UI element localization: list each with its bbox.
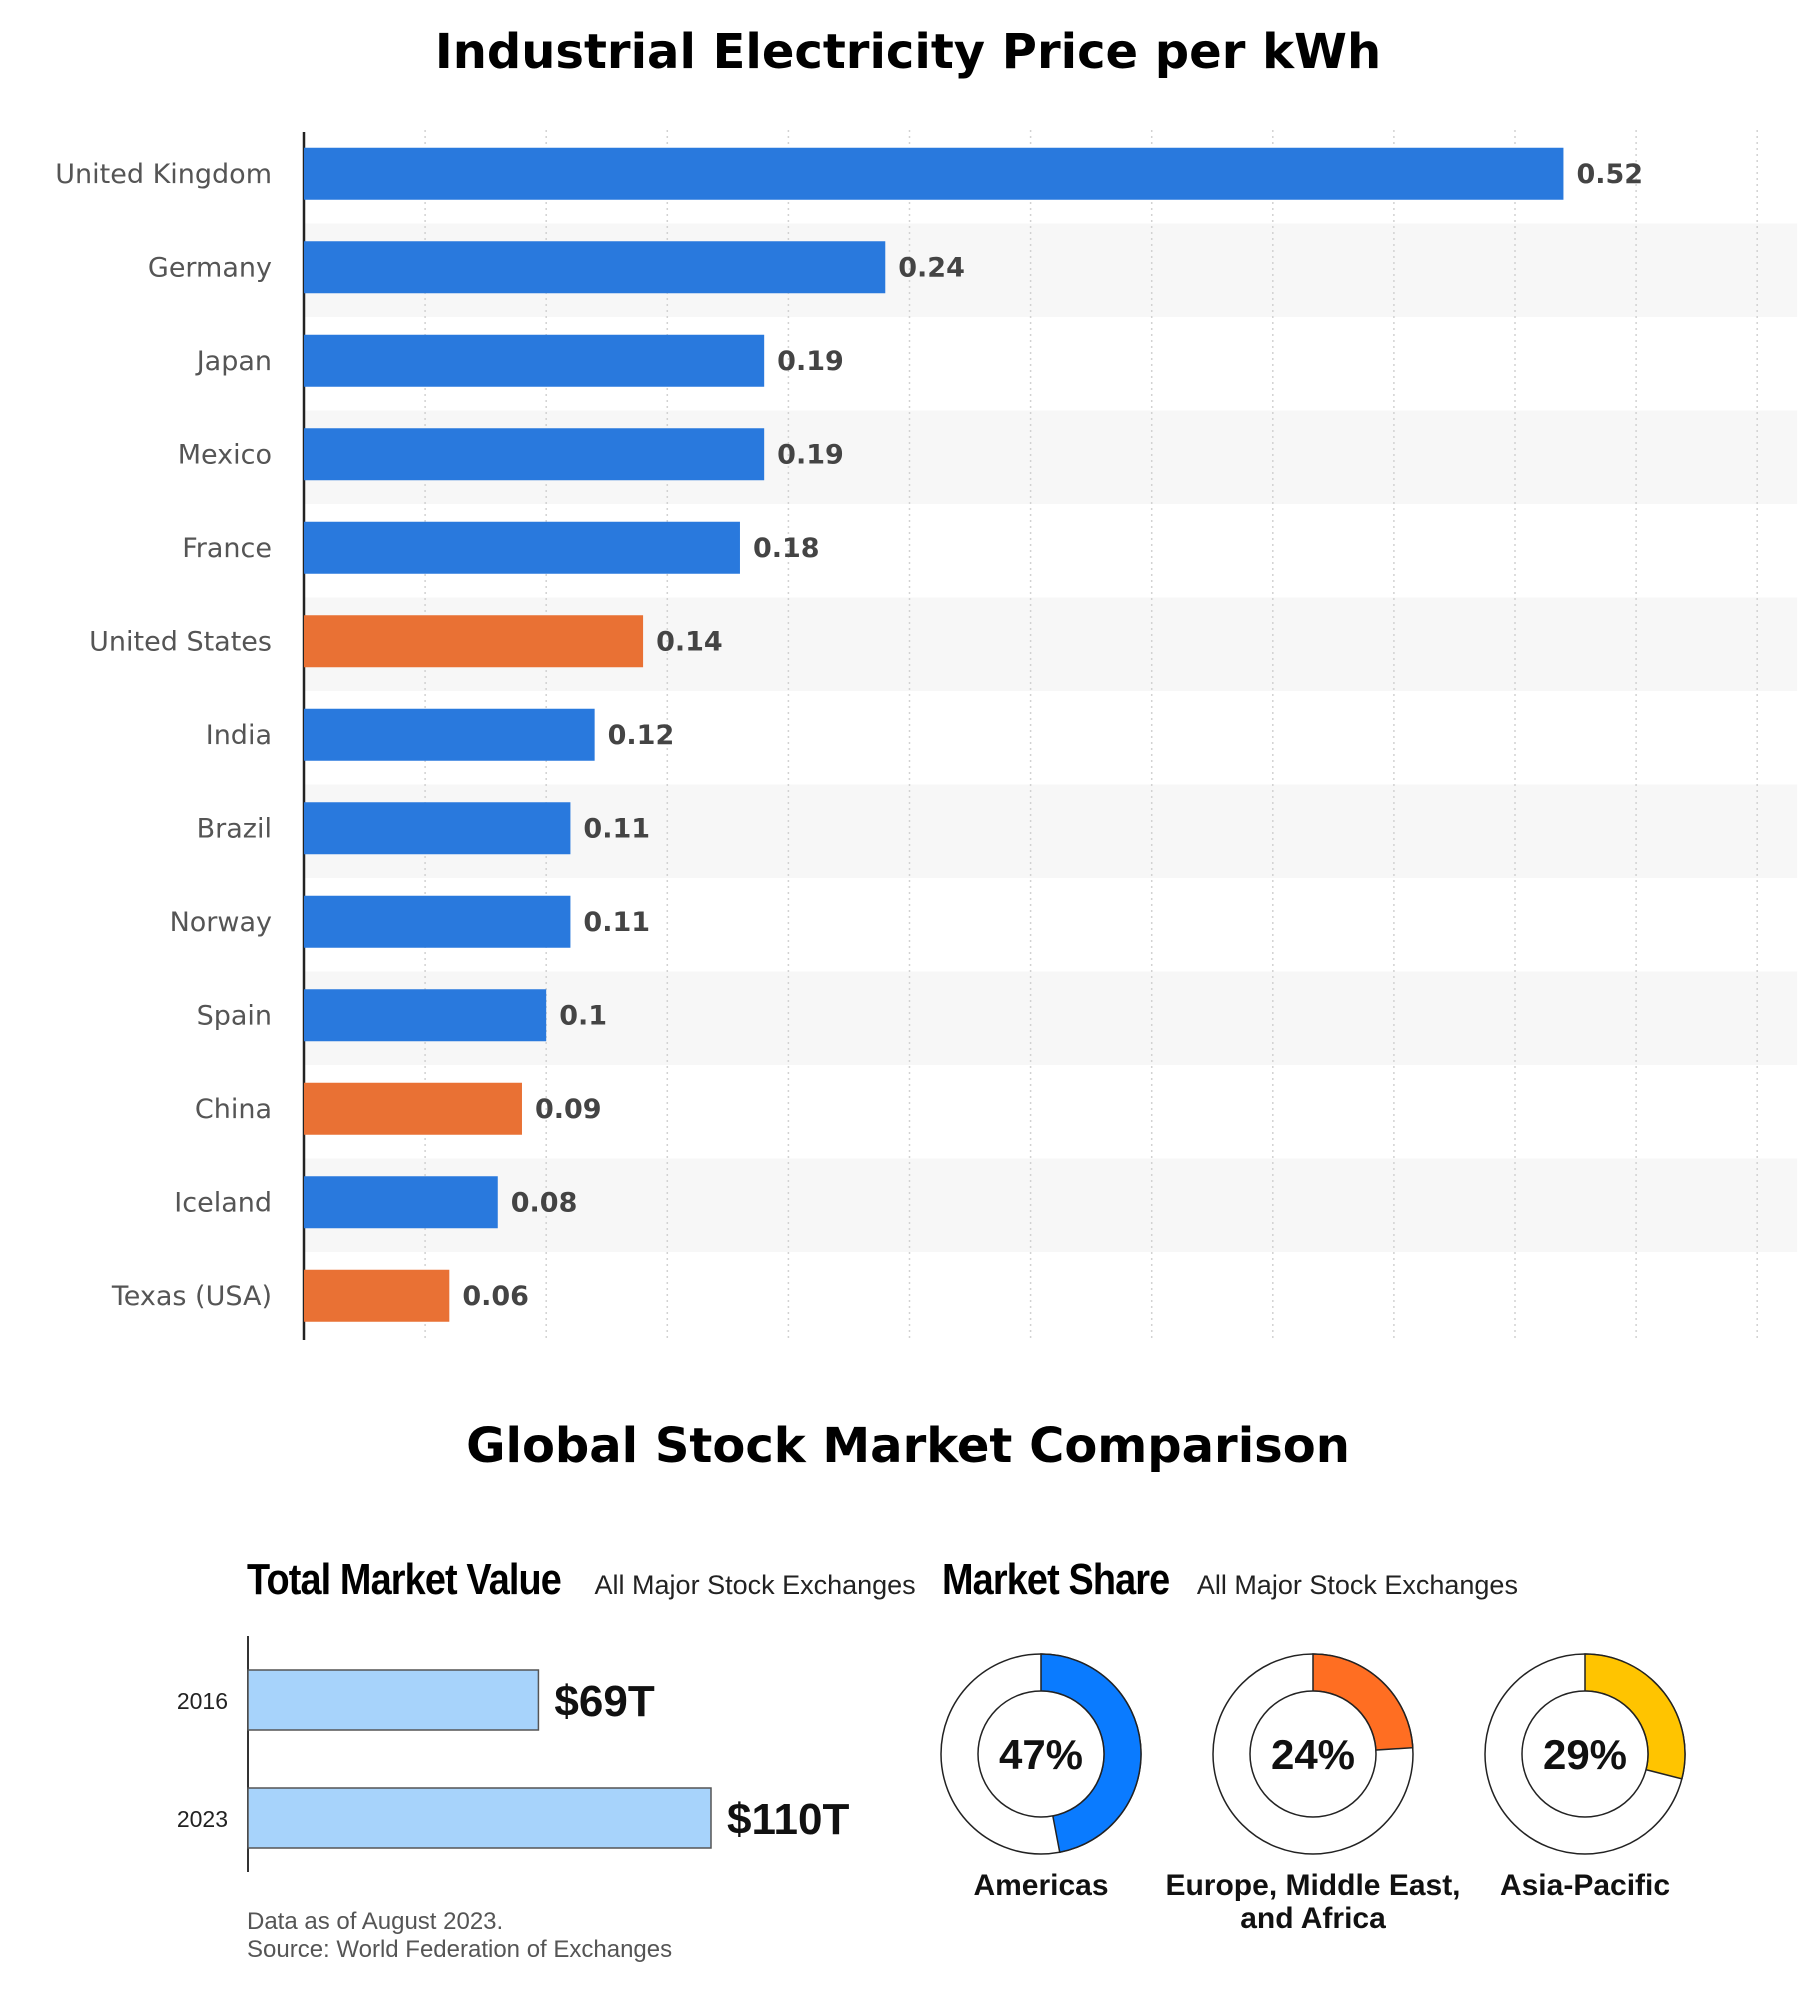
value-label: 0.24 xyxy=(898,252,965,283)
category-label: Mexico xyxy=(178,439,272,470)
bar xyxy=(304,1082,522,1135)
market-share-heading: Market Share All Major Stock Exchanges xyxy=(942,1555,1518,1605)
bar xyxy=(304,615,644,668)
bar xyxy=(247,1787,712,1849)
footnote: Data as of August 2023. Source: World Fe… xyxy=(247,1908,672,1964)
market-value-subtitle: All Major Stock Exchanges xyxy=(594,1570,916,1600)
footnote-date: Data as of August 2023. xyxy=(247,1908,504,1935)
percent-label: 24% xyxy=(1271,1731,1355,1778)
market-share-subtitle: All Major Stock Exchanges xyxy=(1196,1570,1518,1600)
chart-title-electricity: Industrial Electricity Price per kWh xyxy=(434,24,1382,80)
value-label: 0.08 xyxy=(511,1187,578,1218)
category-label: India xyxy=(206,720,272,751)
bar xyxy=(304,147,1564,200)
market-value-bar-chart: 2016 $69T 2023 $110T xyxy=(177,1636,849,1872)
value-label: 0.11 xyxy=(583,907,650,938)
donut-hole xyxy=(1249,1690,1377,1818)
category-label: China xyxy=(195,1094,272,1125)
donut-hole xyxy=(977,1690,1105,1818)
value-label: 0.19 xyxy=(777,439,844,470)
bar xyxy=(304,334,765,387)
category-label: Japan xyxy=(195,346,272,377)
electricity-bar-chart: United Kingdom 0.52 Germany 0.24 Japan 0.19 Me… xyxy=(55,130,1798,1340)
bar xyxy=(304,428,765,481)
bar xyxy=(304,1269,450,1322)
region-label: Europe, Middle East, xyxy=(1165,1869,1460,1902)
bar xyxy=(304,708,595,761)
market-value-title: Total Market Value xyxy=(247,1555,562,1604)
bar xyxy=(247,1669,540,1731)
market-share-title: Market Share xyxy=(942,1555,1170,1604)
value-label: 0.11 xyxy=(583,813,650,844)
market-share-donut-charts: 47% Americas 24% Europe, Middle East,and Af… xyxy=(940,1653,1686,1935)
bar xyxy=(304,802,571,855)
market-value-heading: Total Market Value All Major Stock Excha… xyxy=(247,1555,916,1605)
row-band xyxy=(304,1158,1798,1252)
row-band xyxy=(304,971,1798,1065)
bar xyxy=(304,1176,498,1229)
category-label: Germany xyxy=(148,252,272,283)
chart-title-stocks: Global Stock Market Comparison xyxy=(466,1418,1350,1474)
year-label: 2016 xyxy=(177,1688,228,1714)
value-label: 0.19 xyxy=(777,346,844,377)
region-label: Asia-Pacific xyxy=(1500,1869,1670,1902)
percent-label: 47% xyxy=(999,1731,1083,1778)
category-label: Norway xyxy=(170,907,272,938)
region-label: Americas xyxy=(973,1869,1108,1902)
bar xyxy=(304,989,547,1042)
region-label: and Africa xyxy=(1240,1902,1386,1935)
category-label: France xyxy=(182,533,272,564)
value-label: 0.06 xyxy=(462,1281,529,1312)
bar xyxy=(304,241,886,294)
value-label: 0.09 xyxy=(535,1094,602,1125)
category-label: Texas (USA) xyxy=(111,1281,272,1312)
percent-label: 29% xyxy=(1543,1731,1627,1778)
value-label: 0.18 xyxy=(753,533,820,564)
category-label: Iceland xyxy=(174,1187,272,1218)
category-label: United Kingdom xyxy=(55,159,272,190)
category-label: United States xyxy=(89,626,272,657)
value-label: 0.14 xyxy=(656,626,723,657)
bar xyxy=(304,521,740,574)
bar xyxy=(304,895,571,948)
value-label: $69T xyxy=(554,1677,654,1726)
category-label: Spain xyxy=(197,1000,272,1031)
year-label: 2023 xyxy=(177,1806,228,1832)
category-label: Brazil xyxy=(197,813,272,844)
footnote-source: Source: World Federation of Exchanges xyxy=(247,1936,673,1963)
value-label: 0.12 xyxy=(608,720,675,751)
donut-hole xyxy=(1521,1690,1649,1818)
value-label: $110T xyxy=(727,1795,849,1844)
value-label: 0.1 xyxy=(559,1000,607,1031)
value-label: 0.52 xyxy=(1576,159,1643,190)
